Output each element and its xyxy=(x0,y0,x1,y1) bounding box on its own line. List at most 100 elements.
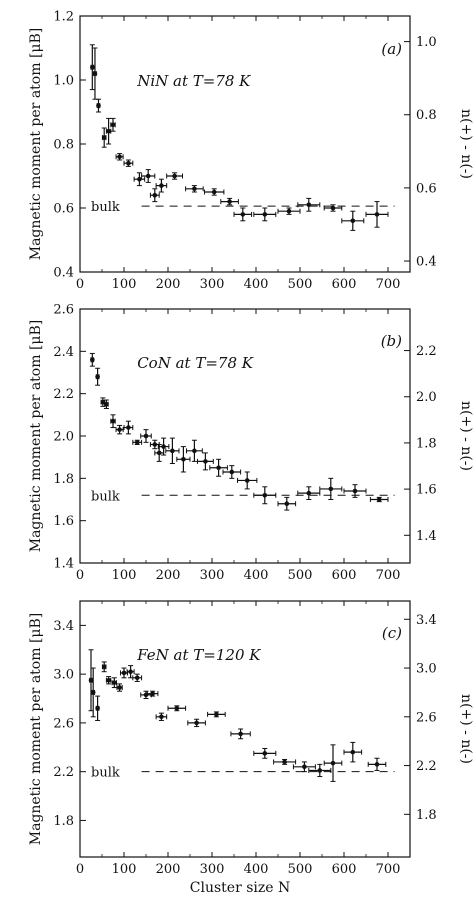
data-point xyxy=(341,210,365,231)
point-marker xyxy=(117,427,122,432)
data-point xyxy=(167,705,187,712)
data-points xyxy=(89,44,389,231)
data-point xyxy=(187,718,206,728)
data-point xyxy=(297,486,321,500)
point-marker xyxy=(262,212,268,217)
y-tick-label: 1.2 xyxy=(53,10,74,25)
point-marker xyxy=(328,486,334,492)
bulk-label: bulk xyxy=(91,200,120,215)
point-marker xyxy=(238,731,243,737)
panel-tag: (c) xyxy=(382,624,402,642)
data-point xyxy=(115,153,124,161)
point-marker xyxy=(181,456,186,462)
point-marker xyxy=(100,399,106,405)
point-marker xyxy=(172,173,177,179)
point-marker xyxy=(104,401,109,407)
y2-tick-label: 0.8 xyxy=(416,108,437,123)
data-point xyxy=(140,690,152,700)
point-marker xyxy=(330,205,336,211)
point-marker xyxy=(306,202,312,208)
point-marker xyxy=(306,490,312,496)
data-point xyxy=(119,667,129,679)
x-tick-label: 200 xyxy=(156,862,181,877)
point-marker xyxy=(374,212,380,217)
point-marker xyxy=(159,183,164,188)
y2-tick-label: 2.2 xyxy=(416,759,437,774)
y2-tick-label: 3.0 xyxy=(416,662,437,677)
y2-tick-label: 1.0 xyxy=(416,35,437,50)
x-tick-label: 600 xyxy=(332,862,357,877)
data-point xyxy=(90,667,96,718)
data-point xyxy=(253,486,277,505)
x-tick-label: 500 xyxy=(288,568,313,583)
data-point xyxy=(111,677,118,689)
x-tick-label: 200 xyxy=(156,277,181,292)
data-point xyxy=(323,744,343,782)
y2-axis-label: n(+) - n(-) xyxy=(458,401,474,471)
y-tick-label: 3.4 xyxy=(53,619,74,634)
point-marker xyxy=(106,128,111,134)
panel-tag: (b) xyxy=(381,332,402,350)
point-marker xyxy=(90,690,96,695)
x-tick-label: 600 xyxy=(332,277,357,292)
point-marker xyxy=(90,357,95,363)
data-point xyxy=(110,117,116,132)
data-point xyxy=(132,439,143,445)
y-axis-label: Magnetic moment per atom [μB] xyxy=(28,613,44,846)
point-marker xyxy=(352,488,358,494)
point-marker xyxy=(110,418,116,424)
data-point xyxy=(237,471,258,490)
data-point xyxy=(176,446,191,473)
data-point xyxy=(277,207,301,215)
y-tick-label: 2.0 xyxy=(53,430,74,445)
point-marker xyxy=(145,173,151,179)
point-marker xyxy=(137,176,142,182)
point-marker xyxy=(117,154,122,160)
data-point xyxy=(95,98,101,113)
y-tick-label: 2.2 xyxy=(53,387,74,402)
y2-tick-label: 0.6 xyxy=(416,181,437,196)
data-point xyxy=(110,414,116,429)
x-tick-label: 100 xyxy=(112,277,137,292)
data-point xyxy=(166,172,184,180)
point-marker xyxy=(244,478,250,483)
point-marker xyxy=(317,768,323,773)
data-point xyxy=(222,465,242,479)
data-point xyxy=(308,763,332,778)
data-point xyxy=(115,424,124,435)
data-point xyxy=(103,399,109,409)
data-point xyxy=(88,649,94,712)
y-tick-label: 1.4 xyxy=(53,557,74,572)
point-marker xyxy=(152,192,158,198)
data-point xyxy=(367,757,387,771)
data-point xyxy=(277,496,297,511)
data-point xyxy=(185,439,203,462)
y-tick-label: 1.8 xyxy=(53,814,74,829)
data-point xyxy=(123,420,134,435)
x-axis-label: Cluster size N xyxy=(190,880,290,896)
point-marker xyxy=(143,433,149,439)
y-tick-label: 1.8 xyxy=(53,472,74,487)
point-marker xyxy=(216,465,221,471)
x-tick-label: 400 xyxy=(244,568,269,583)
point-marker xyxy=(156,450,162,456)
data-point xyxy=(253,748,277,759)
y-tick-label: 3.0 xyxy=(53,668,74,683)
point-marker xyxy=(262,492,268,498)
x-tick-label: 500 xyxy=(288,277,313,292)
point-marker xyxy=(302,764,307,770)
point-marker xyxy=(170,448,175,454)
point-marker xyxy=(90,64,95,70)
x-tick-label: 0 xyxy=(76,277,84,292)
data-point xyxy=(343,484,367,498)
y2-axis-label: n(+) - n(-) xyxy=(458,694,474,764)
data-point xyxy=(157,437,170,456)
data-point xyxy=(146,690,159,697)
point-marker xyxy=(214,712,219,717)
point-marker xyxy=(126,160,131,166)
y-tick-label: 2.2 xyxy=(53,765,74,780)
y2-axis-label: n(+) - n(-) xyxy=(458,109,474,179)
y-tick-label: 0.6 xyxy=(53,202,74,217)
data-point xyxy=(89,352,95,367)
panel-b: 0 100 200 300 400 500 600 700 1.4 1.6 1.8 2.0 2.2 2.4… xyxy=(28,303,474,584)
